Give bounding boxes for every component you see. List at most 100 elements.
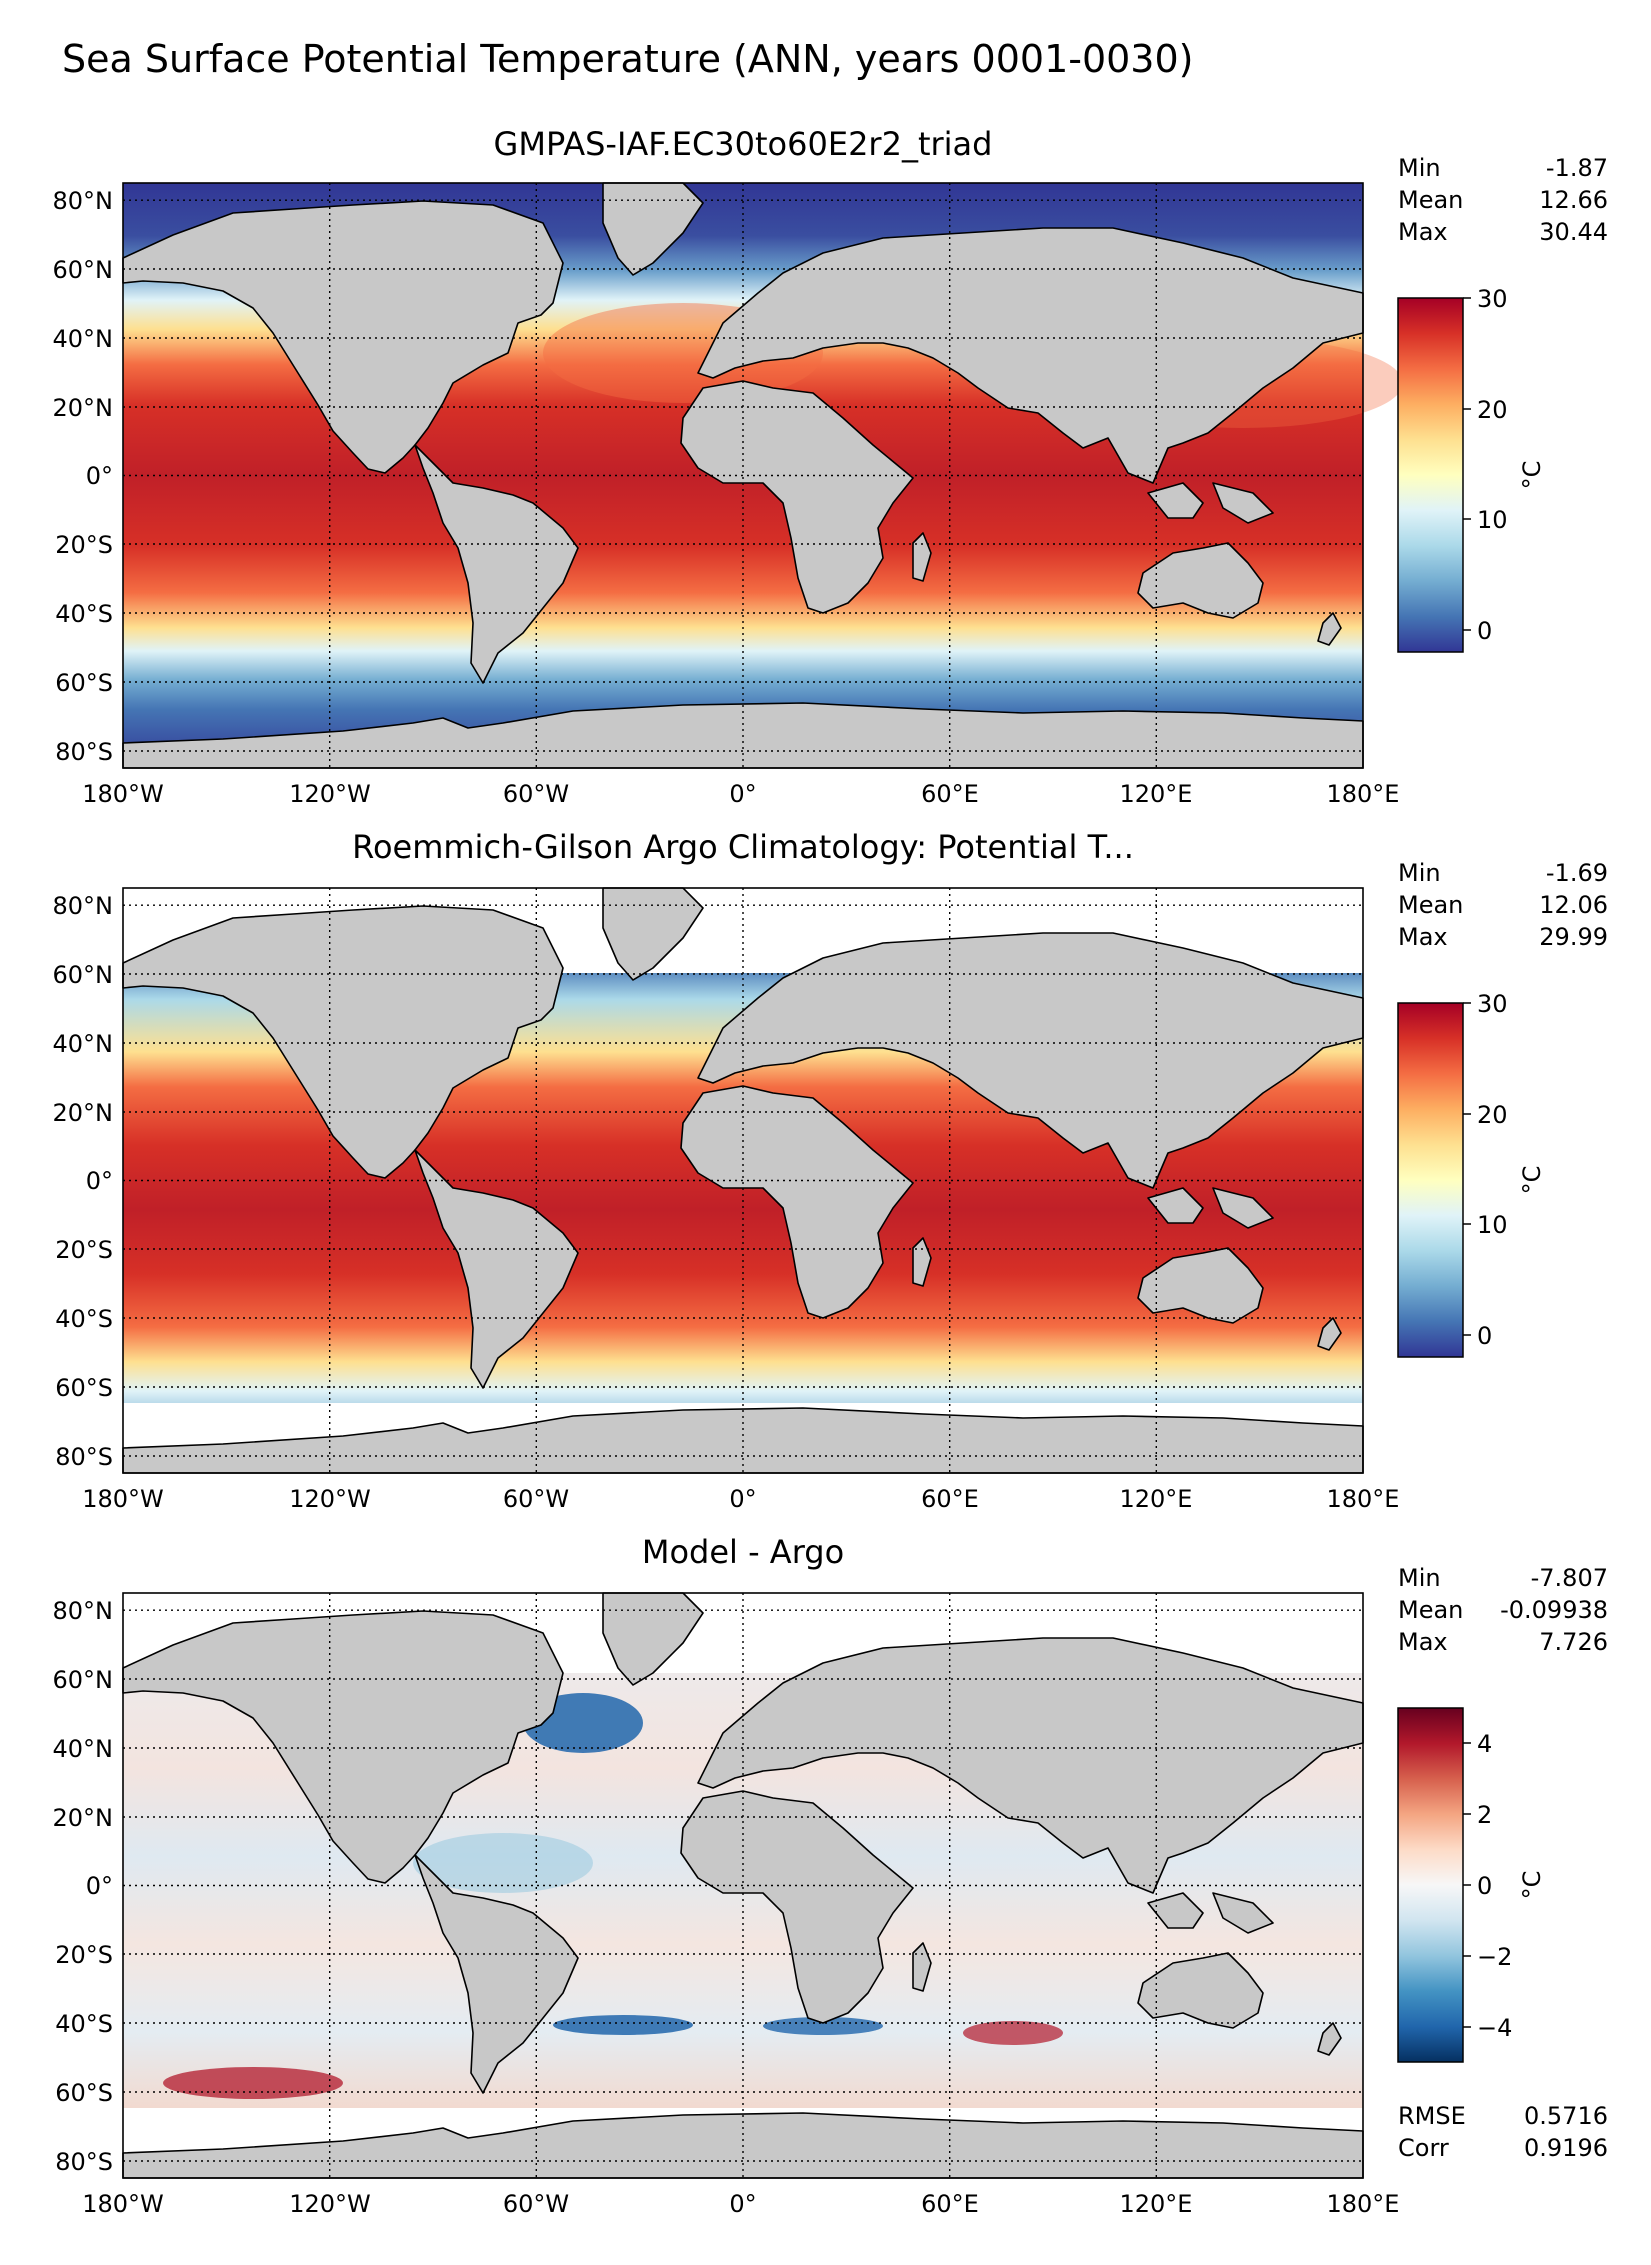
colorbar-tick: 20 — [1477, 396, 1508, 424]
lat-tick: 60°N — [53, 961, 114, 989]
stat-label: RMSE — [1398, 2102, 1466, 2130]
colorbar-tick: 0 — [1477, 1322, 1492, 1350]
stat-label: Mean — [1398, 891, 1463, 919]
graticule — [123, 888, 1363, 1473]
stat-value: -0.09938 — [1500, 1596, 1608, 1624]
stat-value: 12.66 — [1539, 186, 1608, 214]
lat-tick: 20°N — [53, 1804, 114, 1832]
lon-tick: 180°E — [1327, 2190, 1400, 2218]
colorbar-gradient — [1397, 1002, 1464, 1358]
lat-tick: 40°S — [55, 600, 113, 628]
colorbar-tick: −4 — [1477, 2014, 1512, 2042]
lon-tick: 60°W — [503, 2190, 569, 2218]
stat-value: 0.5716 — [1524, 2102, 1608, 2130]
stat-label: Min — [1398, 154, 1441, 182]
colorbar-tick: 2 — [1477, 1801, 1492, 1829]
lon-tick: 0° — [729, 1485, 756, 1513]
lat-tick-labels: 80°N 60°N 40°N 20°N 0° 20°S 40°S 60°S 80… — [53, 1597, 114, 2176]
lon-tick: 120°W — [289, 1485, 371, 1513]
lon-tick: 60°W — [503, 1485, 569, 1513]
lon-tick: 60°E — [921, 2190, 979, 2218]
lat-tick: 20°S — [55, 1236, 113, 1264]
panel-model: GMPAS-IAF.EC30to60E2r2_triad — [53, 125, 1609, 808]
lon-tick: 120°E — [1120, 1485, 1193, 1513]
colorbar-unit-label: °C — [1518, 461, 1546, 490]
stat-value: -1.69 — [1546, 859, 1608, 887]
colorbar-gradient — [1397, 1707, 1464, 2063]
lat-tick: 40°N — [53, 1735, 114, 1763]
lat-tick: 80°S — [55, 1443, 113, 1471]
lat-tick: 80°N — [53, 892, 114, 920]
colorbar-unit-label: °C — [1518, 1166, 1546, 1195]
lon-tick: 0° — [729, 780, 756, 808]
lon-tick-labels: 180°W 120°W 60°W 0° 60°E 120°E 180°E — [82, 1485, 1399, 1513]
colorbar-tick: 0 — [1477, 1872, 1492, 1900]
lat-tick: 40°N — [53, 325, 114, 353]
lat-tick: 0° — [86, 1167, 113, 1195]
stat-label: Mean — [1398, 1596, 1463, 1624]
lon-tick: 0° — [729, 2190, 756, 2218]
stat-label: Max — [1398, 923, 1448, 951]
map-difference — [122, 1592, 1364, 2179]
stat-label: Max — [1398, 1628, 1448, 1656]
lat-tick: 40°S — [55, 1305, 113, 1333]
colorbar-gradient — [1397, 297, 1464, 653]
graticule — [123, 1593, 1363, 2178]
stat-label: Min — [1398, 859, 1441, 887]
lon-tick: 120°W — [289, 780, 371, 808]
lon-tick: 180°W — [82, 780, 164, 808]
stat-value: -1.87 — [1546, 154, 1608, 182]
colorbar-argo: 30 20 10 0 °C — [1397, 990, 1546, 1358]
stat-value: 0.9196 — [1524, 2134, 1608, 2162]
lon-tick-labels: 180°W 120°W 60°W 0° 60°E 120°E 180°E — [82, 2190, 1399, 2218]
stat-value: 7.726 — [1539, 1628, 1608, 1656]
lon-tick: 180°W — [82, 2190, 164, 2218]
lat-tick: 0° — [86, 462, 113, 490]
lon-tick: 60°W — [503, 780, 569, 808]
lat-tick: 20°N — [53, 1099, 114, 1127]
lat-tick: 40°N — [53, 1030, 114, 1058]
stat-label: Max — [1398, 218, 1448, 246]
lat-tick: 60°N — [53, 256, 114, 284]
lat-tick: 80°N — [53, 1597, 114, 1625]
stats-argo: Min -1.69 Mean 12.06 Max 29.99 — [1398, 859, 1608, 951]
colorbar-unit-label: °C — [1518, 1871, 1546, 1900]
stats-difference: Min -7.807 Mean -0.09938 Max 7.726 RMSE … — [1398, 1564, 1608, 2162]
stat-value: -7.807 — [1531, 1564, 1608, 1592]
lat-tick: 80°S — [55, 2148, 113, 2176]
panel-title-argo: Roemmich-Gilson Argo Climatology: Potent… — [352, 828, 1134, 866]
colorbar-tick: 4 — [1477, 1730, 1492, 1758]
lon-tick: 60°E — [921, 1485, 979, 1513]
lat-tick: 0° — [86, 1872, 113, 1900]
colorbar-tick: 20 — [1477, 1101, 1508, 1129]
map-model — [122, 182, 1403, 769]
lon-tick: 60°E — [921, 780, 979, 808]
lat-tick: 60°S — [55, 2079, 113, 2107]
lat-tick: 40°S — [55, 2010, 113, 2038]
lat-tick: 80°N — [53, 187, 114, 215]
panel-title-model: GMPAS-IAF.EC30to60E2r2_triad — [494, 125, 993, 163]
stat-label: Min — [1398, 1564, 1441, 1592]
stat-label: Corr — [1398, 2134, 1449, 2162]
stat-value: 12.06 — [1539, 891, 1608, 919]
colorbar-tick: −2 — [1477, 1943, 1512, 1971]
colorbar-tick: 0 — [1477, 617, 1492, 645]
lat-tick: 60°S — [55, 1374, 113, 1402]
lon-tick: 120°E — [1120, 780, 1193, 808]
graticule — [123, 183, 1363, 768]
lat-tick: 20°S — [55, 1941, 113, 1969]
lat-tick: 20°S — [55, 531, 113, 559]
map-argo — [122, 887, 1364, 1474]
panel-difference: Model - Argo — [53, 1533, 1609, 2218]
colorbar-tick: 30 — [1477, 285, 1508, 313]
figure-title: Sea Surface Potential Temperature (ANN, … — [62, 37, 1193, 81]
stats-model: Min -1.87 Mean 12.66 Max 30.44 — [1398, 154, 1608, 246]
lat-tick: 80°S — [55, 738, 113, 766]
lat-tick-labels: 80°N 60°N 40°N 20°N 0° 20°S 40°S 60°S 80… — [53, 892, 114, 1471]
colorbar-tick: 10 — [1477, 1211, 1508, 1239]
lon-tick: 120°W — [289, 2190, 371, 2218]
stat-label: Mean — [1398, 186, 1463, 214]
lat-tick-labels: 80°N 60°N 40°N 20°N 0° 20°S 40°S 60°S 80… — [53, 187, 114, 766]
lat-tick: 60°N — [53, 1666, 114, 1694]
